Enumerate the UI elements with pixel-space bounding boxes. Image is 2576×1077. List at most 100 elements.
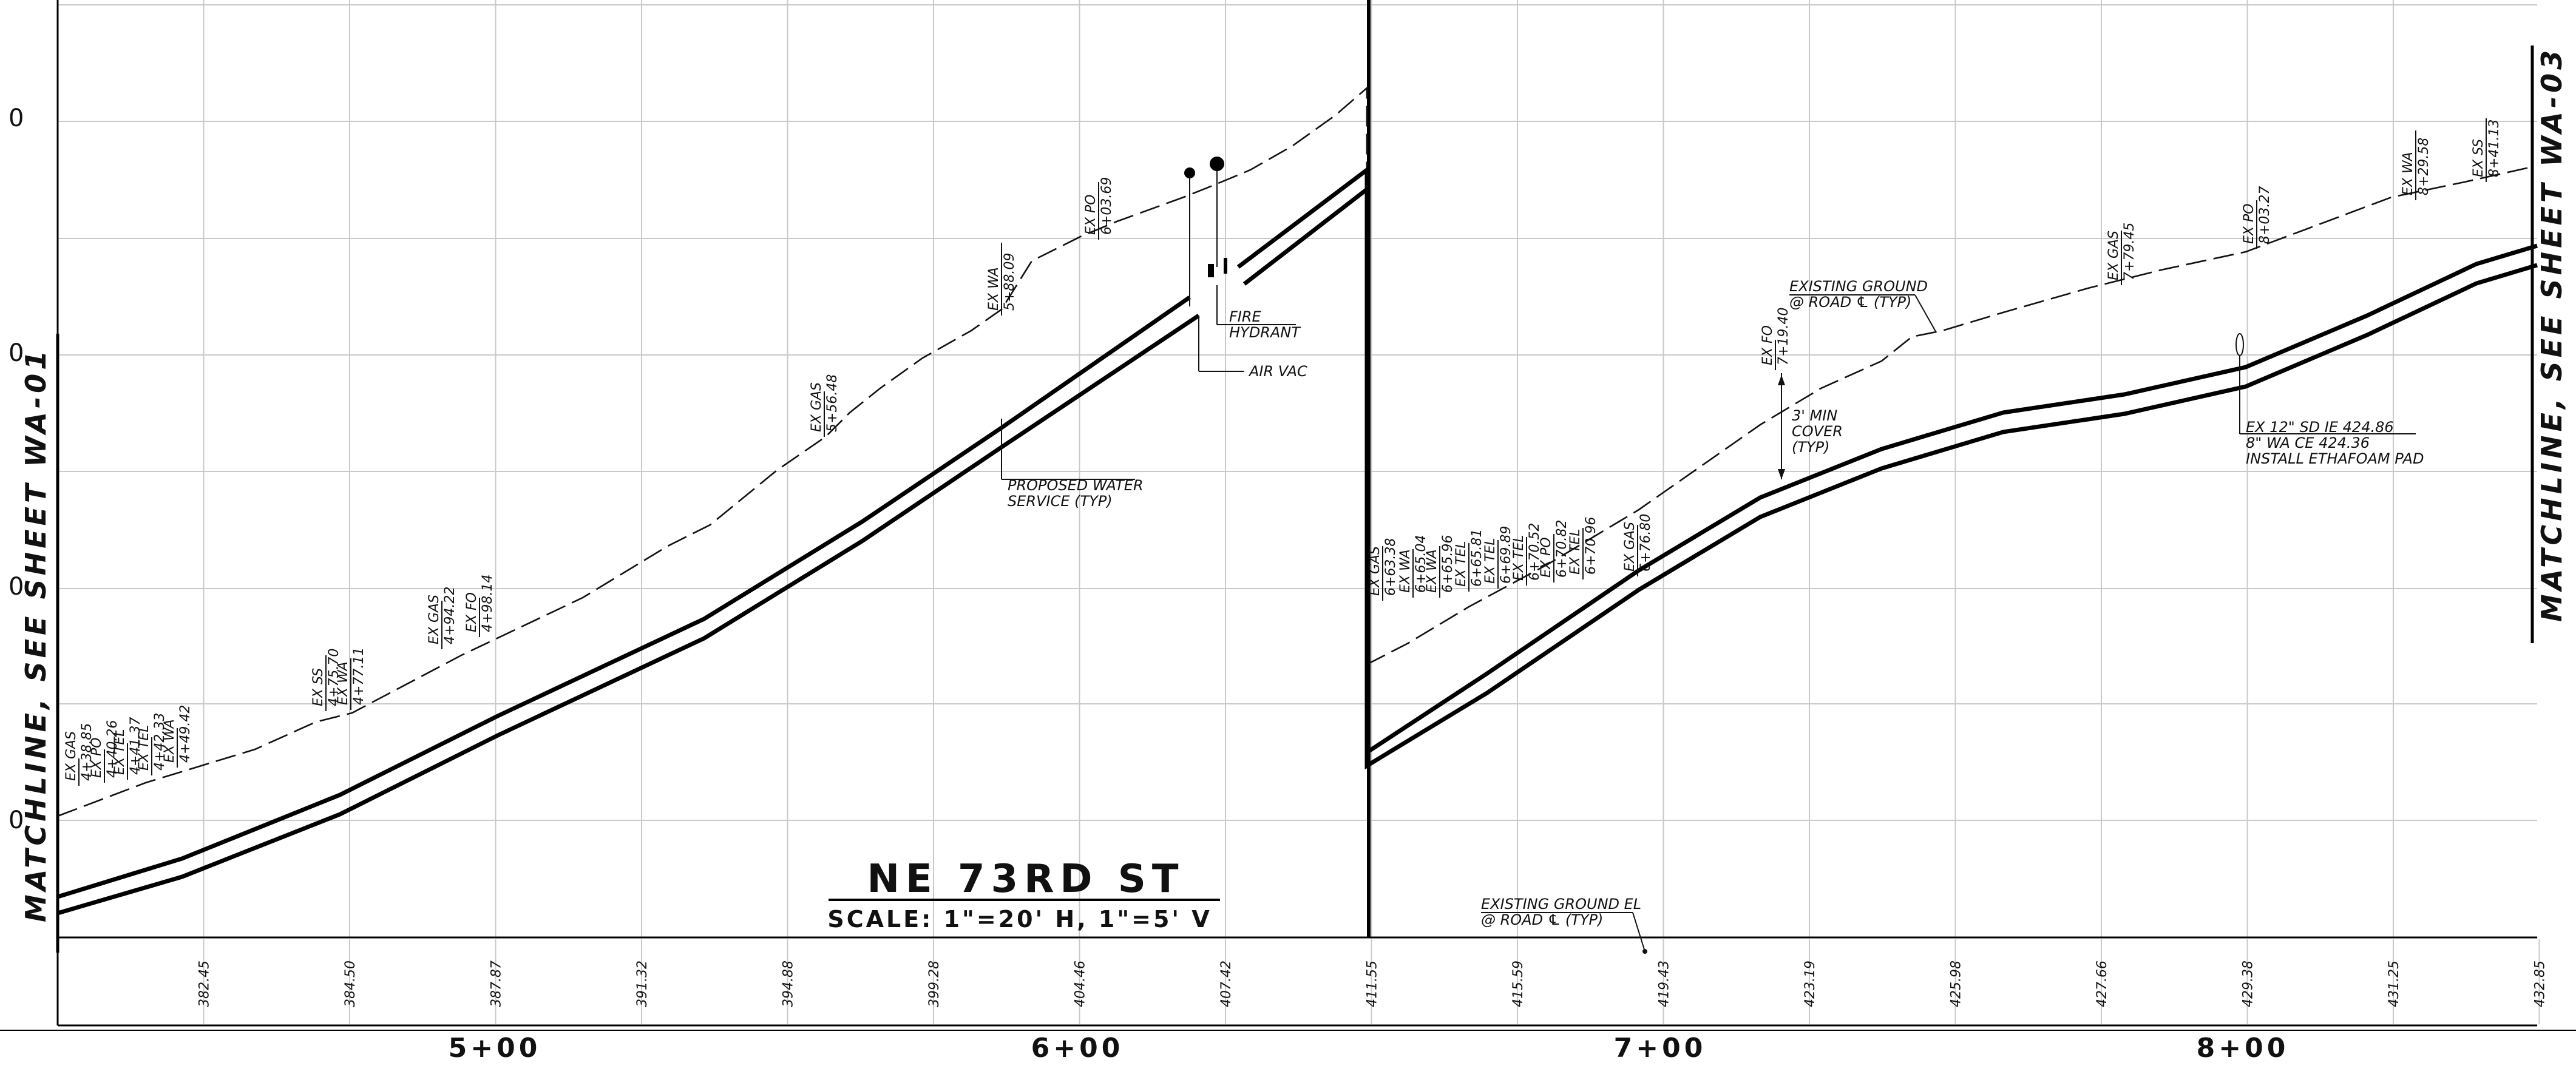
ground-elevation-value: 425.98	[1949, 961, 1964, 1007]
utility-crossing-label: EX WA 6+65.04	[1398, 535, 1429, 598]
utility-type: EX WA	[2401, 152, 2416, 195]
utility-type: EX PO	[1539, 537, 1554, 578]
callout-proposed-water: PROPOSED WATER SERVICE (TYP)	[1001, 419, 1144, 510]
utility-type: EX GAS	[427, 595, 442, 644]
utility-station: 8+03.27	[2257, 186, 2273, 244]
ground-elevation-value: 419.43	[1657, 961, 1672, 1007]
ground-elevation-value: 415.59	[1511, 961, 1526, 1007]
utility-station: 6+65.96	[1440, 535, 1456, 593]
utility-crossing-label: EX TEL 4+41.37	[112, 717, 143, 780]
utility-type: EX TEL	[137, 724, 152, 771]
matchline-left-text: MATCHLINE, SEE SHEET WA-01	[19, 347, 52, 922]
utility-station: 4+49.42	[178, 705, 193, 763]
ground-elevation-value: 382.45	[197, 961, 212, 1007]
utility-station: 8+41.13	[2487, 120, 2502, 177]
ground-elevation-value: 391.32	[635, 961, 650, 1007]
callout-existing-ground-typ: EXISTING GROUND @ ROAD ℄ (TYP)	[1789, 278, 1937, 333]
utility-station: 6+70.82	[1554, 520, 1570, 578]
fire-hydrant-assembly	[1184, 157, 1296, 372]
utility-station: 4+41.37	[128, 717, 143, 775]
utility-station: 5+56.48	[825, 374, 840, 432]
utility-type: EX GAS	[2106, 231, 2121, 280]
existing-ground-line-2: @ ROAD ℄ (TYP)	[1789, 294, 1911, 311]
utility-type: EX FO	[464, 592, 480, 632]
sd-crossing-ellipse	[2235, 333, 2244, 356]
utility-station: 6+65.81	[1469, 529, 1485, 587]
utility-station: 6+03.69	[1099, 177, 1114, 235]
axis-tick-label: 0	[8, 104, 24, 132]
utility-station: 5+88.09	[1002, 253, 1017, 311]
station-label: 5+00	[449, 1033, 541, 1064]
axis-tick-label: 0	[8, 806, 24, 834]
callout-fire-hydrant: FIRE HYDRANT	[1229, 308, 1301, 341]
utility-crossing-label: EX GAS 7+79.45	[2106, 223, 2137, 285]
utility-crossing-label: EX TEL 6+70.52	[1511, 523, 1542, 586]
street-title: NE 73RD ST	[867, 857, 1184, 902]
station-label: 8+00	[2197, 1033, 2290, 1064]
axis-tick-label: 0	[8, 573, 24, 601]
sd-crossing-line-3: INSTALL ETHAFOAM PAD	[2246, 450, 2424, 467]
profile-grid	[57, 0, 2537, 937]
ground-elevation-value: 431.25	[2387, 961, 2402, 1007]
utility-crossing-label: EX PO 6+70.82	[1539, 520, 1570, 582]
existing-ground-el-line-2: @ ROAD ℄ (TYP)	[1481, 911, 1603, 928]
min-cover-line-3: (TYP)	[1792, 439, 1830, 456]
utility-crossing-label: EX GAS 6+76.80	[1622, 514, 1653, 576]
utility-crossing-label: EX GAS 6+63.38	[1368, 538, 1398, 601]
utility-type: EX WA	[986, 267, 1002, 311]
callout-min-cover: 3' MIN COVER (TYP)	[1778, 373, 1843, 479]
axis-tick-label: 0	[8, 339, 24, 367]
utility-type: EX GAS	[1622, 522, 1638, 572]
utility-type: EX WA	[1398, 549, 1413, 593]
utility-crossing-label: EX WA 4+49.42	[162, 705, 193, 768]
utility-crossing-label: EX WA 5+88.09	[986, 243, 1017, 316]
station-label: 7+00	[1614, 1033, 1707, 1064]
utility-type: EX TEL	[1454, 541, 1469, 587]
ground-elevation-value: 399.28	[927, 961, 942, 1007]
utility-station: 6+63.38	[1383, 538, 1398, 596]
utility-crossing-label: EX GAS 5+56.48	[809, 374, 840, 437]
min-cover-line-2: COVER	[1792, 423, 1843, 440]
utility-type: EX WA	[162, 719, 177, 763]
utility-station: 4+98.14	[480, 575, 495, 632]
ground-elevation-value: 427.66	[2095, 961, 2110, 1007]
utility-station: 4+77.11	[351, 647, 367, 705]
utility-crossing-label: EX FO 4+98.14	[464, 575, 495, 637]
utility-type: EX TEL	[112, 729, 127, 775]
min-cover-line-1: 3' MIN	[1792, 407, 1837, 424]
utility-station: 8+29.58	[2416, 138, 2432, 195]
utility-type: EX TEL	[1511, 535, 1527, 581]
utility-type: EX FO	[1760, 325, 1775, 365]
ground-elevation-value: 429.38	[2241, 961, 2256, 1007]
utility-type: EX WA	[1425, 549, 1440, 593]
fire-hydrant-line-1: FIRE	[1229, 308, 1262, 325]
callout-sd-crossing: EX 12" SD IE 424.86 8" WA CE 424.36 INST…	[2239, 355, 2424, 467]
title-block: NE 73RD ST SCALE: 1"=20' H, 1"=5' V	[827, 857, 1220, 933]
utility-type: EX GAS	[64, 731, 79, 781]
utility-station: 6+70.52	[1527, 523, 1542, 581]
utility-crossing-label: EX FO 7+19.40	[1760, 308, 1791, 370]
sd-crossing-line-2: 8" WA CE 424.36	[2246, 434, 2370, 451]
sd-crossing-line-1: EX 12" SD IE 424.86	[2246, 419, 2394, 436]
utility-crossing-label: EX GAS 4+94.22	[427, 587, 458, 649]
utility-type: EX TEL	[1568, 528, 1583, 575]
utility-station: 4+94.22	[442, 587, 458, 644]
air-vac-label: AIR VAC	[1248, 363, 1307, 380]
utility-station: 6+65.04	[1414, 535, 1429, 593]
utility-type: EX PO	[2242, 203, 2257, 244]
utility-type: EX SS	[311, 668, 326, 706]
station-labels: 5+00 6+00 7+00 8+00	[449, 1033, 2290, 1064]
existing-ground-el-line-1: EXISTING GROUND EL	[1481, 896, 1641, 913]
matchline-right-text: MATCHLINE, SEE SHEET WA-03	[2535, 47, 2568, 622]
utility-type: EX PO	[89, 737, 104, 778]
proposed-water-main	[56, 165, 2538, 916]
utility-crossing-label: EX TEL 4+42.33	[137, 713, 168, 775]
utility-station: 4+40.26	[105, 720, 120, 778]
utility-crossing-label: EX GAS 4+38.85	[64, 723, 95, 786]
utility-crossing-label: EX TEL 6+70.96	[1568, 517, 1599, 579]
utility-station: 6+76.80	[1638, 514, 1653, 572]
ground-elevation-value: 423.19	[1803, 961, 1818, 1007]
utility-type: EX PO	[1083, 194, 1099, 235]
ground-elevation-value: 404.46	[1073, 961, 1088, 1007]
